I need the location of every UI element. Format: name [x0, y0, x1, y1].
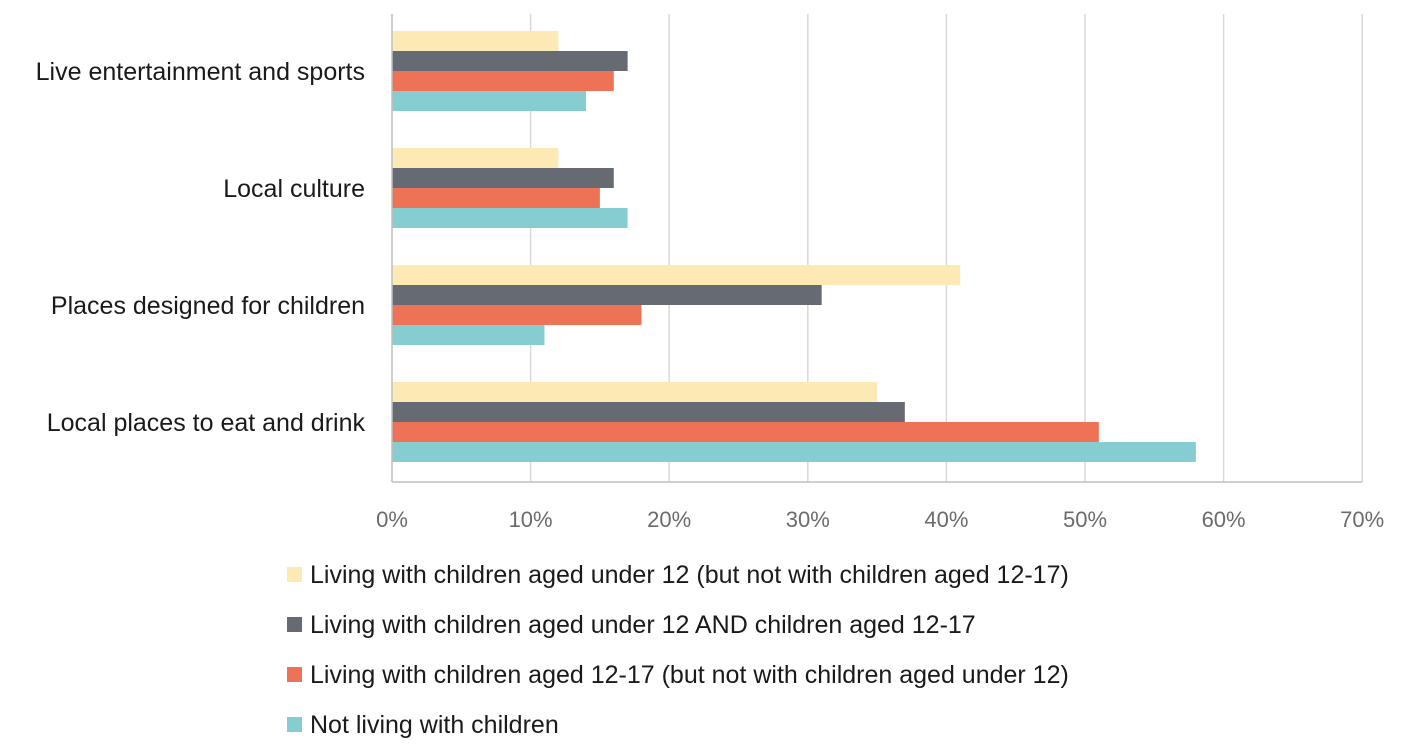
x-tick-label: 30% — [786, 507, 830, 532]
legend-swatch — [287, 667, 302, 682]
legend-item: Living with children aged under 12 AND c… — [287, 611, 976, 639]
bar — [392, 325, 545, 345]
category-group — [392, 31, 628, 111]
legend-item: Not living with children — [287, 711, 559, 739]
legend-swatch — [287, 717, 302, 732]
legend-label: Living with children aged under 12 (but … — [310, 561, 1069, 589]
x-tick-label: 50% — [1063, 507, 1107, 532]
bar — [392, 148, 559, 168]
bar — [392, 382, 878, 402]
category-label: Live entertainment and sports — [36, 58, 365, 86]
legend-swatch — [287, 617, 302, 632]
legend-label: Living with children aged 12-17 (but not… — [310, 661, 1069, 689]
legend-label: Living with children aged under 12 AND c… — [310, 611, 976, 639]
bars — [392, 31, 1196, 462]
x-tick-label: 70% — [1340, 507, 1384, 532]
category-group — [392, 382, 1196, 462]
bar — [392, 91, 587, 111]
legend-item: Living with children aged under 12 (but … — [287, 561, 1069, 589]
legend-label: Not living with children — [310, 711, 559, 739]
category-label: Local culture — [223, 175, 365, 203]
axes: 0% 10% 20% 30% 40% 50% 60% 70% Live entertainmen… — [36, 14, 1384, 532]
bar — [392, 285, 822, 305]
gridlines — [529, 14, 1363, 482]
x-tick-label: 60% — [1202, 507, 1246, 532]
category-group — [392, 265, 961, 345]
x-tick-label: 40% — [924, 507, 968, 532]
legend-item: Living with children aged 12-17 (but not… — [287, 661, 1069, 689]
category-label: Places designed for children — [51, 292, 365, 320]
bar — [392, 168, 614, 188]
bar — [392, 442, 1196, 462]
bar — [392, 402, 905, 422]
x-tick-label: 20% — [647, 507, 691, 532]
legend: Living with children aged under 12 (but … — [287, 561, 1069, 739]
category-label: Local places to eat and drink — [47, 409, 366, 437]
bar — [392, 31, 559, 51]
x-tick-label: 10% — [509, 507, 553, 532]
x-tick-label: 0% — [376, 507, 408, 532]
bar — [392, 265, 961, 285]
bar — [392, 422, 1099, 442]
category-group — [392, 148, 628, 228]
bar — [392, 51, 628, 71]
legend-swatch — [287, 567, 302, 582]
bar — [392, 71, 614, 91]
bar — [392, 188, 600, 208]
bar — [392, 208, 628, 228]
bar — [392, 305, 642, 325]
